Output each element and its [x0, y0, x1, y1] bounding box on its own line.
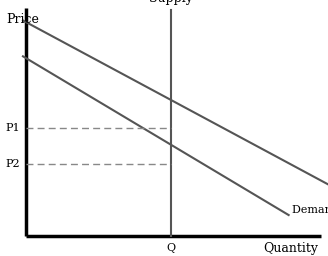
- Text: P2: P2: [5, 159, 20, 169]
- Text: Demand 2: Demand 2: [292, 205, 328, 215]
- Text: Price: Price: [7, 13, 39, 26]
- Text: Quantity: Quantity: [263, 242, 318, 255]
- Text: P1: P1: [5, 123, 20, 133]
- Text: Supply: Supply: [149, 0, 193, 5]
- Text: Q: Q: [166, 243, 175, 253]
